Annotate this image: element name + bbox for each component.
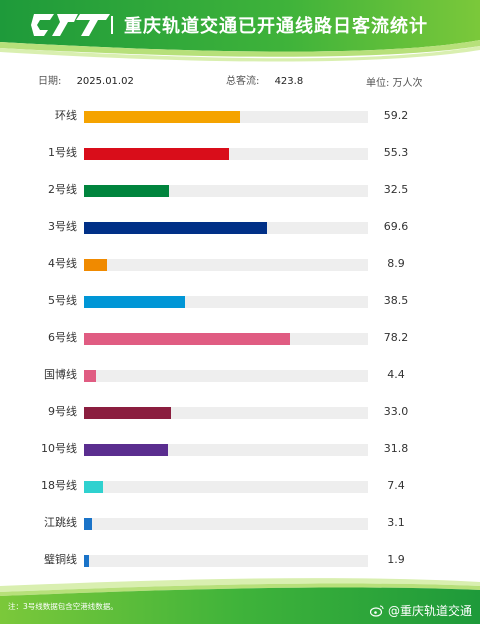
bar-category-label: 3号线	[48, 220, 77, 233]
bar-track	[84, 111, 368, 123]
header-divider	[111, 16, 113, 34]
bar	[84, 555, 89, 567]
bar	[84, 370, 96, 382]
bar-track	[84, 185, 368, 197]
bar-track	[84, 370, 368, 382]
bar	[84, 481, 104, 493]
bar-category-label: 江跳线	[44, 516, 77, 529]
bar	[84, 259, 108, 271]
bar-value-label: 8.9	[387, 257, 405, 270]
bar-track	[84, 481, 368, 493]
bar-row: 10号线 31.8	[0, 442, 480, 456]
bar	[84, 111, 240, 123]
bar	[84, 444, 168, 456]
ridership-bar-chart: 环线 59.2 1号线 55.3 2号线 32.5 3号线 69.6 4号线 8.9 5号线 38.5…	[0, 100, 480, 580]
bar-category-label: 2号线	[48, 183, 77, 196]
bar-row: 1号线 55.3	[0, 146, 480, 160]
bar-value-label: 31.8	[383, 442, 409, 455]
bar-value-label: 7.4	[387, 479, 405, 492]
bar-category-label: 4号线	[48, 257, 77, 270]
unit-label: 单位: 万人次	[366, 78, 423, 89]
total-label: 总客流:	[226, 76, 260, 87]
bar-category-label: 1号线	[48, 146, 77, 159]
bar	[84, 333, 290, 345]
page-title: 重庆轨道交通已开通线路日客流统计	[124, 16, 428, 37]
bar-row: 9号线 33.0	[0, 405, 480, 419]
bar-category-label: 5号线	[48, 294, 77, 307]
total-value: 423.8	[274, 76, 304, 87]
bar-value-label: 3.1	[387, 516, 405, 529]
bar-row: 3号线 69.6	[0, 220, 480, 234]
total-info: 总客流: 423.8	[226, 72, 303, 87]
bar-row: 5号线 38.5	[0, 294, 480, 308]
bar-row: 环线 59.2	[0, 109, 480, 123]
bar-value-label: 59.2	[383, 109, 409, 122]
bar-row: 4号线 8.9	[0, 257, 480, 271]
bar-row: 2号线 32.5	[0, 183, 480, 197]
bar-track	[84, 555, 368, 567]
bar-category-label: 18号线	[41, 479, 77, 492]
bar-value-label: 55.3	[383, 146, 409, 159]
bar-value-label: 78.2	[383, 331, 409, 344]
bar-track	[84, 444, 368, 456]
bar-category-label: 环线	[55, 109, 77, 122]
footer-note: 注：3号线数据包含空港线数据。	[8, 602, 118, 611]
bar-value-label: 32.5	[383, 183, 409, 196]
bar	[84, 148, 230, 160]
bar	[84, 222, 268, 234]
bar-row: 18号线 7.4	[0, 479, 480, 493]
crt-logo-icon	[31, 14, 110, 36]
bar	[84, 518, 93, 530]
bar-track	[84, 333, 368, 345]
bar-track	[84, 407, 368, 419]
bar-category-label: 6号线	[48, 331, 77, 344]
date-value: 2025.01.02	[76, 76, 134, 87]
bar	[84, 407, 171, 419]
bar-track	[84, 259, 368, 271]
footer-background	[0, 578, 480, 624]
bar-row: 国博线 4.4	[0, 368, 480, 382]
bar-category-label: 10号线	[41, 442, 77, 455]
bar-category-label: 国博线	[44, 368, 77, 381]
weibo-icon	[369, 604, 384, 617]
date-label: 日期:	[38, 76, 62, 87]
bar-track	[84, 518, 368, 530]
header-banner: 重庆轨道交通已开通线路日客流统计	[0, 0, 480, 66]
bar-value-label: 38.5	[383, 294, 409, 307]
bar	[84, 296, 186, 308]
bar-row: 江跳线 3.1	[0, 516, 480, 530]
bar-category-label: 璧铜线	[44, 553, 77, 566]
header-background	[0, 0, 480, 66]
bar-value-label: 4.4	[387, 368, 405, 381]
bar-category-label: 9号线	[48, 405, 77, 418]
bar-row: 6号线 78.2	[0, 331, 480, 345]
bar-track	[84, 222, 368, 234]
bar-track	[84, 296, 368, 308]
bar	[84, 185, 170, 197]
bar-value-label: 1.9	[387, 553, 405, 566]
bar-row: 璧铜线 1.9	[0, 553, 480, 567]
weibo-handle[interactable]: @重庆轨道交通	[369, 602, 472, 619]
bar-value-label: 33.0	[383, 405, 409, 418]
date-info: 日期: 2025.01.02	[38, 72, 134, 87]
footer-banner	[0, 570, 480, 624]
bar-track	[84, 148, 368, 160]
bar-value-label: 69.6	[383, 220, 409, 233]
weibo-handle-text: @重庆轨道交通	[387, 604, 472, 618]
